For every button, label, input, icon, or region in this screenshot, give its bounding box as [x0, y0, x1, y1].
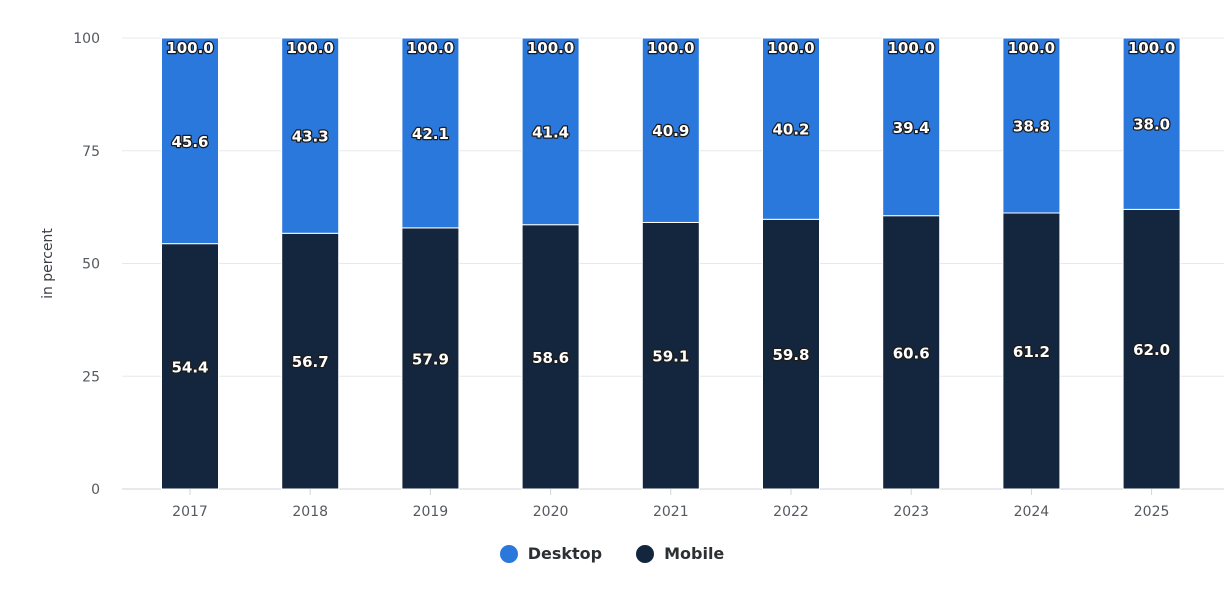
data-label-desktop-2025: 38.0 — [1133, 116, 1170, 134]
data-label-desktop-2019: 42.1 — [412, 125, 449, 143]
x-tick-label-2017: 2017 — [172, 504, 208, 520]
bar-desktop-2021[interactable] — [641, 37, 700, 223]
bar-mobile-2024[interactable] — [1002, 212, 1061, 490]
bar-mobile-2020[interactable] — [521, 224, 580, 490]
x-tick-label-2021: 2021 — [653, 504, 689, 520]
data-label-desktop-2017: 45.6 — [171, 133, 208, 151]
bar-desktop-2022[interactable] — [762, 37, 820, 220]
bar-mobile-2017[interactable] — [161, 243, 219, 490]
legend: Desktop Mobile — [0, 544, 1224, 563]
x-tick-label-2018: 2018 — [292, 504, 328, 520]
y-tick-label: 25 — [82, 369, 100, 385]
bar-mobile-2023[interactable] — [882, 215, 941, 490]
x-tick-label-2025: 2025 — [1134, 504, 1170, 520]
y-axis-label: in percent — [40, 228, 56, 299]
y-axis-ticks: 0 25 50 75 100 — [73, 31, 100, 498]
data-labels: 54.4 45.6 100.0 56.7 43.3 100.0 57.9 42.1 100.0 5… — [165, 38, 1177, 378]
bar-mobile-2022[interactable] — [762, 218, 820, 490]
bar-mobile-2021[interactable] — [641, 221, 700, 490]
data-label-mobile-2019: 57.9 — [412, 350, 449, 368]
data-label-mobile-2018: 56.7 — [292, 353, 329, 371]
data-label-total-2025: 100.0 — [1128, 39, 1175, 57]
data-label-desktop-2023: 39.4 — [893, 119, 930, 137]
legend-desktop-marker-icon — [499, 544, 518, 563]
data-label-total-2018: 100.0 — [286, 39, 333, 57]
data-label-mobile-2020: 58.6 — [532, 349, 569, 367]
stacked-bar-chart: 0 25 50 75 100 in percent 54.4 45.6 100.0 56.7 4… — [40, 31, 1224, 520]
y-tick-label: 50 — [82, 257, 100, 273]
data-label-desktop-2024: 38.8 — [1013, 117, 1050, 135]
data-label-total-2020: 100.0 — [527, 39, 574, 57]
data-label-mobile-2022: 59.8 — [772, 346, 809, 364]
y-tick-label: 0 — [91, 482, 100, 498]
bar-desktop-2017[interactable] — [161, 37, 219, 245]
x-tick-label-2023: 2023 — [893, 504, 929, 520]
bar-desktop-2020[interactable] — [521, 37, 580, 226]
x-tick-label-2020: 2020 — [533, 504, 569, 520]
bars — [161, 37, 1181, 490]
bar-desktop-2023[interactable] — [882, 37, 941, 217]
x-tick-label-2019: 2019 — [413, 504, 449, 520]
data-label-desktop-2021: 40.9 — [652, 122, 689, 140]
bar-mobile-2025[interactable] — [1122, 208, 1181, 490]
x-tick-label-2022: 2022 — [773, 504, 809, 520]
bar-desktop-2018[interactable] — [281, 37, 340, 234]
data-label-total-2019: 100.0 — [407, 39, 454, 57]
legend-item-desktop[interactable]: Desktop — [499, 544, 603, 563]
data-label-total-2022: 100.0 — [767, 39, 814, 57]
data-label-mobile-2024: 61.2 — [1013, 343, 1050, 361]
data-label-total-2017: 100.0 — [166, 39, 213, 57]
legend-mobile-marker-icon — [636, 544, 655, 563]
data-label-mobile-2023: 60.6 — [893, 344, 930, 362]
data-label-desktop-2020: 41.4 — [532, 123, 569, 141]
legend-desktop-label: Desktop — [527, 544, 603, 563]
data-label-total-2021: 100.0 — [647, 39, 694, 57]
data-label-total-2023: 100.0 — [887, 39, 934, 57]
y-tick-label: 75 — [82, 144, 100, 160]
data-label-total-2024: 100.0 — [1008, 39, 1055, 57]
bar-desktop-2019[interactable] — [401, 37, 460, 229]
bar-desktop-2025[interactable] — [1122, 37, 1181, 210]
legend-mobile-label: Mobile — [664, 544, 725, 563]
data-label-mobile-2025: 62.0 — [1133, 341, 1170, 359]
x-tick-label-2024: 2024 — [1014, 504, 1050, 520]
x-axis-ticks: 2017 2018 2019 2020 2021 2022 2023 2024 2025 — [172, 489, 1169, 520]
data-label-desktop-2022: 40.2 — [772, 121, 809, 139]
data-label-mobile-2021: 59.1 — [652, 348, 689, 366]
legend-item-mobile[interactable]: Mobile — [636, 544, 724, 563]
data-label-mobile-2017: 54.4 — [171, 358, 208, 376]
y-tick-label: 100 — [73, 31, 100, 47]
data-label-desktop-2018: 43.3 — [292, 128, 329, 146]
bar-desktop-2024[interactable] — [1002, 37, 1061, 214]
